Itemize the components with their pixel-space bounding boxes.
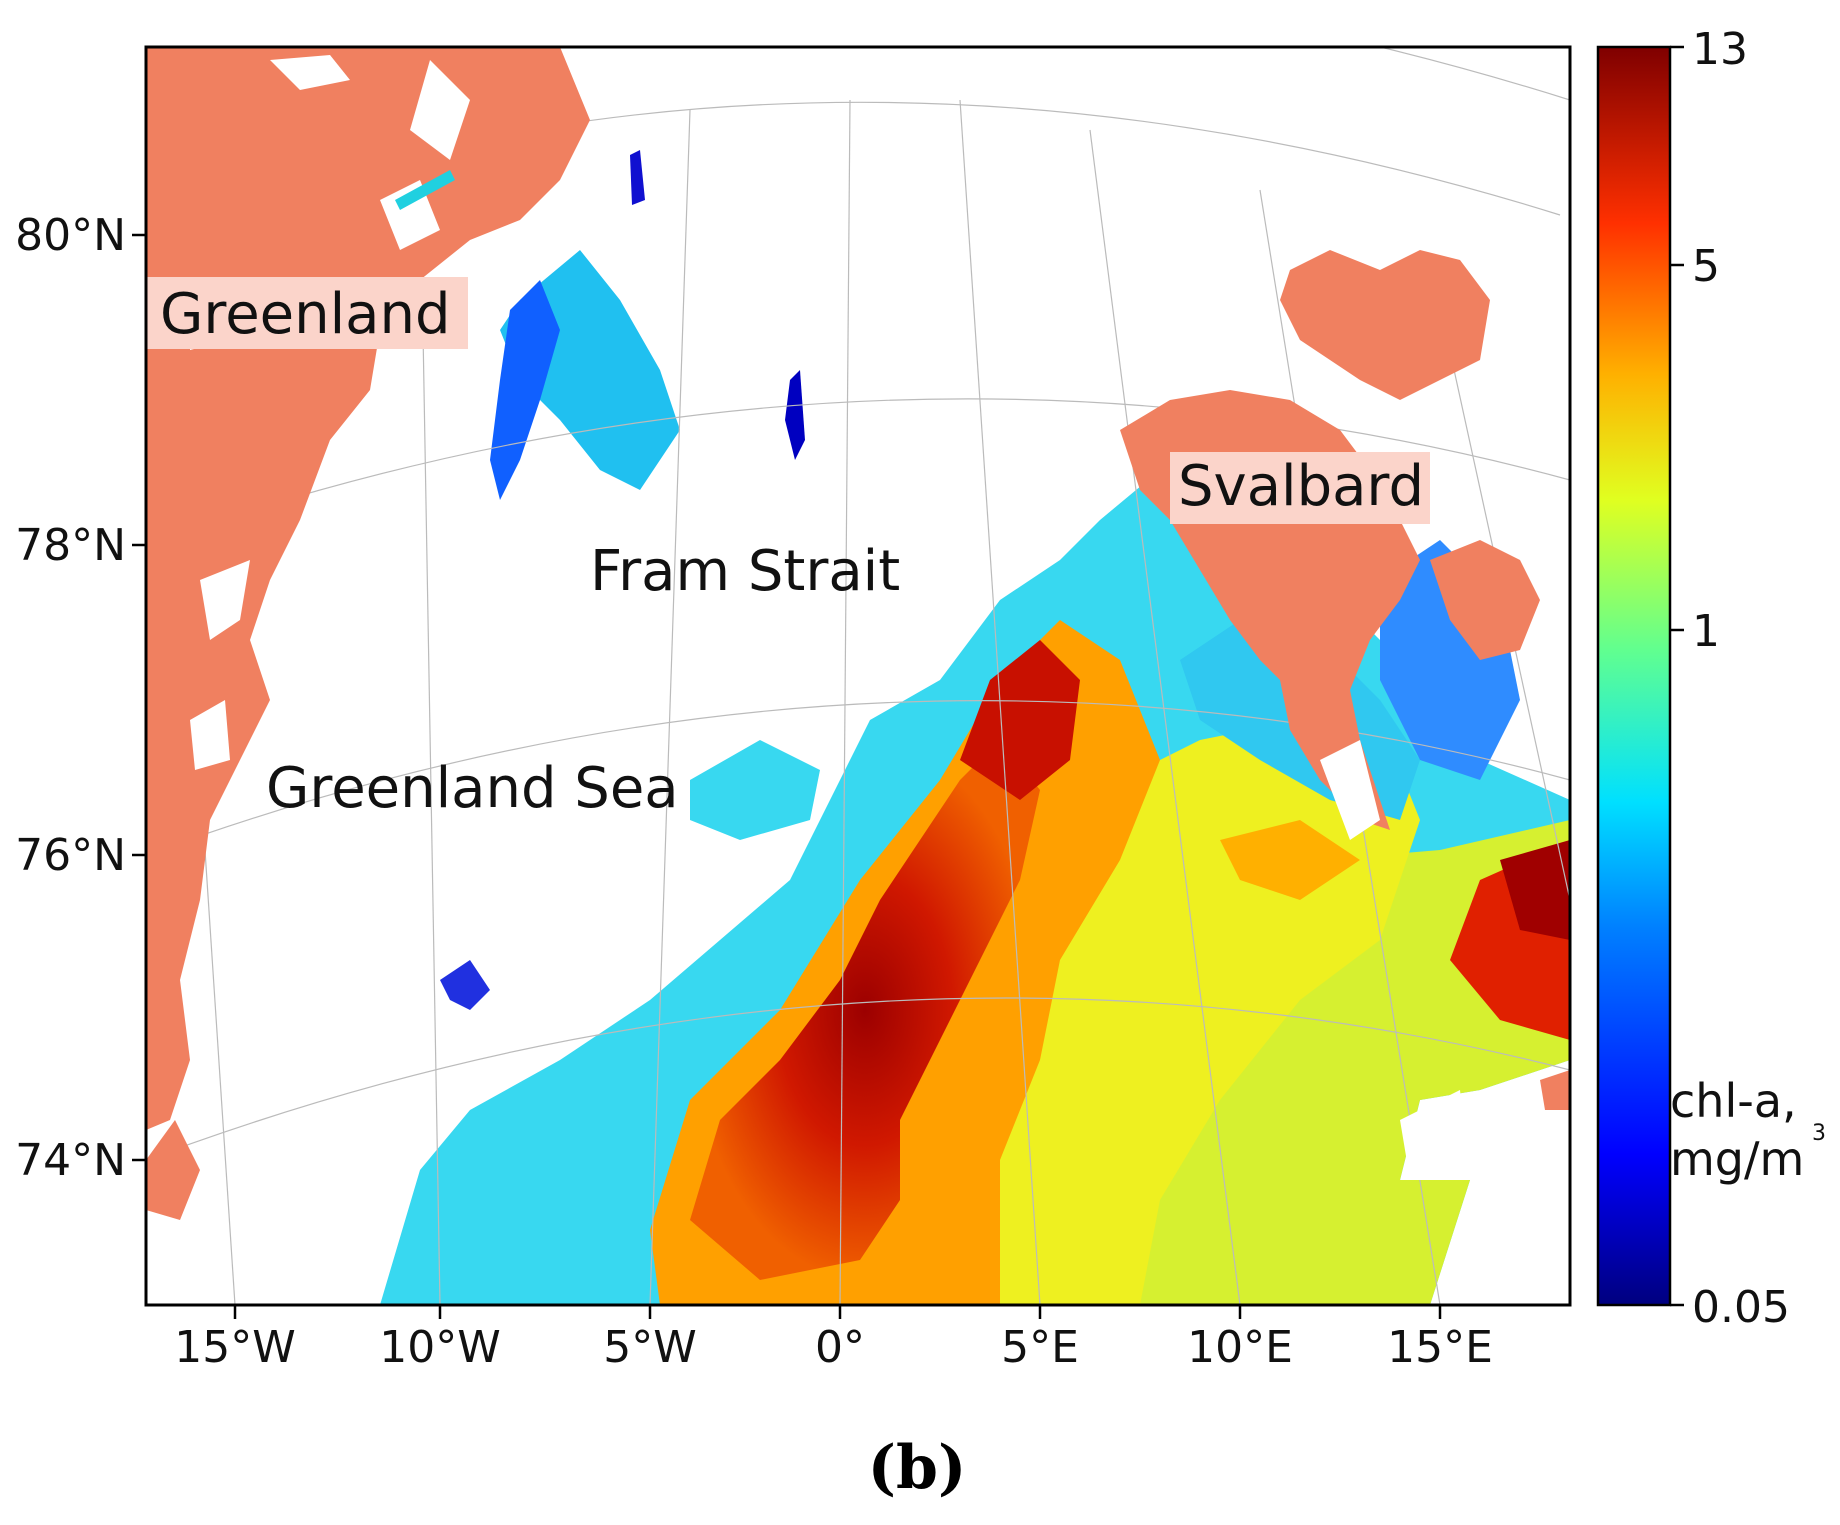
lon-tick-label: 5°W [603,1322,697,1373]
svg-text:Svalbard: Svalbard [1178,454,1424,519]
map-frame [144,45,1572,1307]
lon-tick-label: 0° [815,1322,865,1373]
lon-tick-label: 15°E [1387,1322,1493,1373]
lat-tick-label: 80°N [15,210,126,261]
lon-tick-label: 5°E [1001,1322,1079,1373]
place-label-fram-strait: Fram Strait [590,539,900,604]
colorbar: 13 5 1 0.05 chl-a, mg/m 3 [1596,24,1826,1333]
colorbar-label-superscript: 3 [1812,1121,1826,1146]
longitude-axis: 15°W 10°W 5°W 0° 5°E 10°E 15°E [174,1305,1493,1373]
svg-text:Greenland Sea: Greenland Sea [266,756,679,821]
panel-label: (b) [868,1433,967,1503]
place-label-greenland: Greenland [146,277,468,349]
place-label-greenland-sea: Greenland Sea [266,756,679,821]
svg-text:Greenland: Greenland [160,282,451,347]
greenland-lake-icon [395,170,455,210]
colorbar-label-line1: chl-a, [1670,1074,1797,1128]
colorbar-tick-label: 0.05 [1692,1282,1790,1333]
colorbar-tick-label: 1 [1692,606,1720,657]
colorbar-tick-label: 13 [1692,24,1748,75]
lat-tick-label: 74°N [15,1135,126,1186]
svg-text:Fram Strait: Fram Strait [590,539,900,604]
cloud-gaps [1320,740,1470,1180]
lat-tick-label: 78°N [15,520,126,571]
colorbar-label-line2: mg/m [1670,1132,1804,1186]
colorbar-gradient [1596,45,1672,1307]
lat-tick-label: 76°N [15,830,126,881]
lon-tick-label: 15°W [174,1322,296,1373]
lon-tick-label: 10°W [379,1322,501,1373]
place-label-svalbard: Svalbard [1170,452,1430,524]
latitude-axis: 80°N 78°N 76°N 74°N [15,210,146,1186]
lon-tick-label: 10°E [1187,1322,1293,1373]
colorbar-tick-label: 5 [1692,241,1720,292]
map-area: Greenland Fram Strait Greenland Sea Sval… [146,47,1570,1305]
